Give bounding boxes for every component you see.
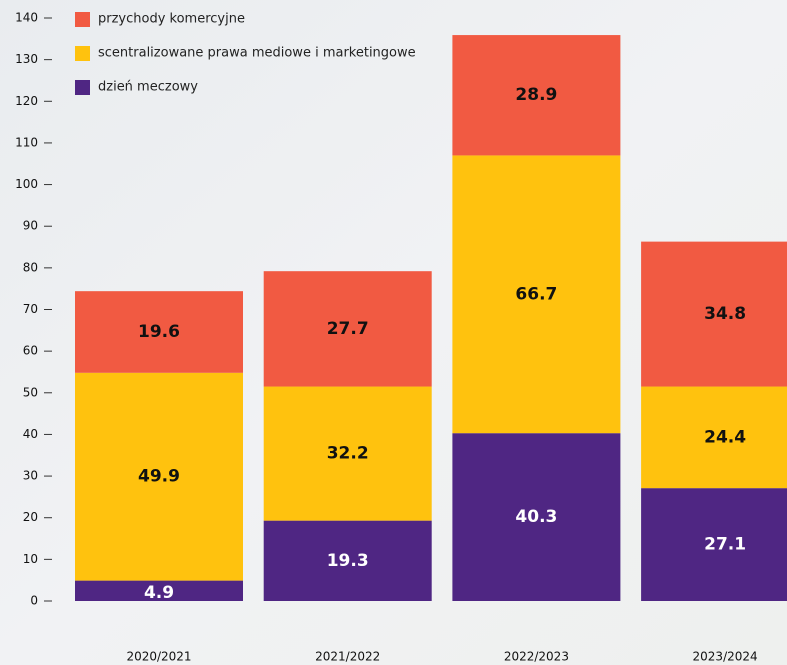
- y-tick-label: 20: [23, 510, 38, 524]
- y-tick-label: 80: [23, 260, 38, 274]
- x-tick-label: 2022/2023: [504, 650, 569, 664]
- y-tick-label: 120: [15, 94, 38, 108]
- y-tick-label: 50: [23, 385, 38, 399]
- legend-swatch: [75, 46, 90, 61]
- y-tick-label: 130: [15, 52, 38, 66]
- y-tick-label: 0: [30, 594, 38, 608]
- x-tick-label: 2020/2021: [126, 650, 191, 664]
- value-label: 4.9: [144, 583, 174, 603]
- legend-label: dzień meczowy: [98, 80, 198, 95]
- y-tick-label: 60: [23, 344, 38, 358]
- chart: 0 10 20 30 40 50 60 70 80 90 100 110 120 130 140 2020/2…: [0, 0, 787, 665]
- y-tick-label: 70: [23, 302, 38, 316]
- y-tick-label: 40: [23, 427, 38, 441]
- y-tick-label: 140: [15, 11, 38, 25]
- value-label: 28.9: [515, 85, 557, 105]
- x-tick-label: 2023/2024: [693, 650, 758, 664]
- legend-label: scentralizowane prawa mediowe i marketin…: [98, 46, 416, 61]
- value-label: 66.7: [515, 284, 557, 304]
- legend-swatch: [75, 80, 90, 95]
- value-label: 32.2: [327, 444, 369, 464]
- y-tick-label: 110: [15, 135, 38, 149]
- value-label: 40.3: [515, 507, 557, 527]
- y-tick-label: 30: [23, 469, 38, 483]
- value-label: 27.1: [704, 535, 746, 555]
- y-tick-label: 90: [23, 219, 38, 233]
- value-label: 27.7: [327, 319, 369, 339]
- value-label: 49.9: [138, 467, 180, 487]
- y-tick-label: 10: [23, 552, 38, 566]
- value-label: 19.6: [138, 322, 180, 342]
- value-label: 19.3: [327, 551, 369, 571]
- legend-label: przychody komercyjne: [98, 12, 245, 27]
- value-label: 34.8: [704, 304, 746, 324]
- y-tick-label: 100: [15, 177, 38, 191]
- value-label: 24.4: [704, 427, 746, 447]
- legend-swatch: [75, 12, 90, 27]
- x-tick-label: 2021/2022: [315, 650, 380, 664]
